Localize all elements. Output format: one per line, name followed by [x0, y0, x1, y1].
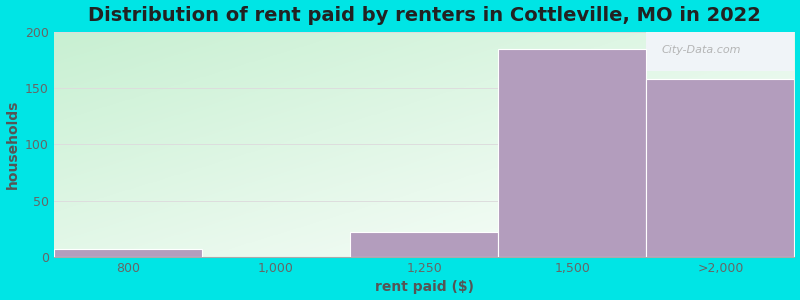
Title: Distribution of rent paid by renters in Cottleville, MO in 2022: Distribution of rent paid by renters in … [88, 6, 761, 25]
Text: City-Data.com: City-Data.com [661, 45, 741, 55]
Bar [646, 79, 794, 257]
Bar [54, 249, 202, 257]
Y-axis label: households: households [6, 100, 19, 189]
Bar [350, 232, 498, 257]
X-axis label: rent paid ($): rent paid ($) [374, 280, 474, 294]
Bar [498, 49, 646, 257]
FancyBboxPatch shape [646, 28, 800, 71]
